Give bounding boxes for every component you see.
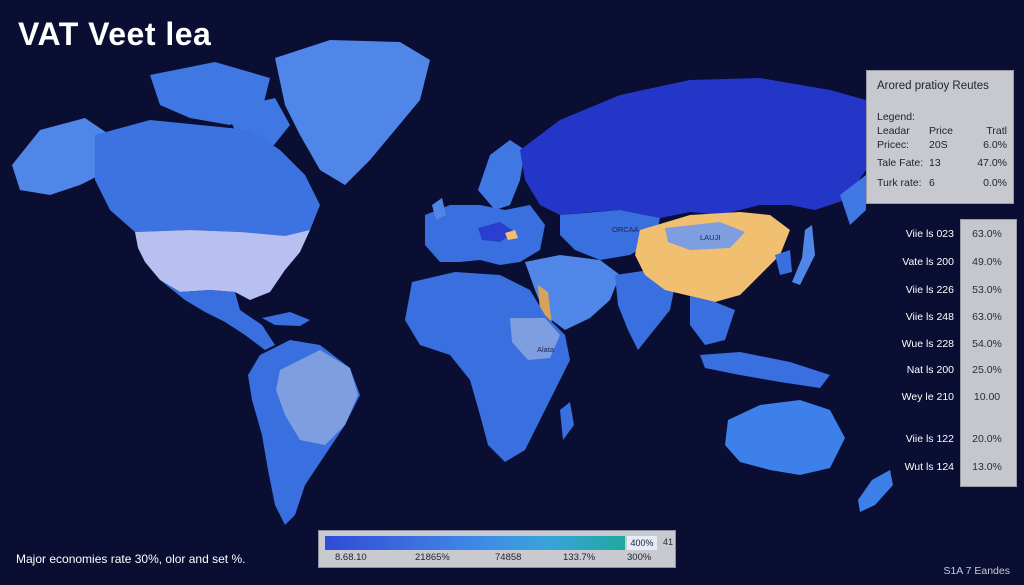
- legend-cell: 13: [929, 157, 941, 169]
- scale-tick: 21865%: [415, 552, 450, 563]
- map-label-lauji: LAUJI: [700, 233, 720, 242]
- legend-cell: 20S: [929, 139, 948, 151]
- legend-cell: Pricec:: [877, 139, 910, 151]
- legend-cell: Price: [929, 125, 953, 137]
- korea: [775, 250, 792, 275]
- kamchatka: [840, 175, 866, 225]
- alaska: [12, 118, 110, 195]
- central-asia: [560, 210, 660, 260]
- rate-value: 20.0%: [972, 433, 1002, 445]
- usa: [135, 230, 310, 300]
- footer-note: Major economies rate 30%, olor and set %…: [16, 552, 246, 566]
- legend-cell: 6.0%: [983, 139, 1007, 151]
- australia: [725, 400, 845, 475]
- mongolia: [665, 222, 745, 250]
- europe-highlight: [478, 222, 515, 242]
- scandinavia: [478, 140, 525, 210]
- legend-cell: 47.0%: [977, 157, 1007, 169]
- rate-value: 13.0%: [972, 461, 1002, 473]
- rate-label: Viie ls 226: [905, 284, 954, 296]
- legend-cell: 6: [929, 177, 935, 189]
- legend-cell: Leadar: [877, 125, 910, 137]
- uk: [432, 198, 446, 220]
- rate-label: Wey le 210: [901, 391, 954, 403]
- brazil: [276, 350, 358, 445]
- scale-tick: 133.7%: [563, 552, 596, 563]
- madagascar: [560, 402, 574, 440]
- russia: [520, 78, 866, 218]
- scale-chip: 400%: [627, 536, 657, 550]
- rate-value: 63.0%: [972, 311, 1002, 323]
- legend-label: Legend:: [877, 111, 915, 123]
- mexico: [160, 280, 275, 350]
- rate-label: Vate ls 200: [902, 256, 954, 268]
- legend-cell: Turk rate:: [877, 177, 922, 189]
- rate-value: 54.0%: [972, 338, 1002, 350]
- rate-label: Viie ls 023: [905, 228, 954, 240]
- india: [615, 270, 675, 350]
- legend-panel-title: Arored pratioy Reutes: [877, 80, 989, 92]
- greenland: [275, 40, 430, 185]
- canada: [95, 120, 320, 240]
- europe-highlight-2: [505, 230, 518, 240]
- scale-tick: 8.68.10: [335, 552, 367, 563]
- color-scale-bar: 400% 41 8.68.10 21865% 74858 133.7% 300%: [318, 530, 676, 568]
- legend-cell: Tratl: [986, 125, 1007, 137]
- rate-label: Viie ls 248: [905, 311, 954, 323]
- africa-horn: [510, 318, 560, 360]
- indonesia: [700, 352, 830, 388]
- caribbean: [262, 312, 310, 326]
- map-title: VAT Veet lea: [18, 16, 212, 52]
- rate-label: Wue ls 228: [901, 338, 954, 350]
- legend-panel: Arored pratioy Reutes Legend: Leadar Pri…: [866, 70, 1014, 204]
- rate-value: 10.00: [973, 391, 1001, 403]
- rate-label: Viie ls 122: [905, 433, 954, 445]
- rate-value: 25.0%: [972, 364, 1002, 376]
- map-label-orcaa: ORCAA: [612, 225, 639, 234]
- footer-credit: S1A 7 Eandes: [943, 565, 1010, 577]
- rate-value: 63.0%: [972, 228, 1002, 240]
- japan: [792, 225, 815, 285]
- southeast-asia: [690, 296, 735, 345]
- new-zealand: [858, 470, 893, 512]
- rate-values-panel: [960, 219, 1017, 487]
- map-label-alata: Alata: [537, 345, 555, 354]
- legend-cell: Tale Fate:: [877, 157, 924, 169]
- scale-tick: 300%: [627, 552, 652, 563]
- scale-end-value: 41: [663, 537, 674, 547]
- rate-value: 49.0%: [972, 256, 1002, 268]
- rate-value: 53.0%: [972, 284, 1002, 296]
- legend-cell: 0.0%: [983, 177, 1007, 189]
- rate-label: Wut ls 124: [904, 461, 954, 473]
- color-scale-gradient: [325, 536, 625, 550]
- rate-label: Nat ls 200: [906, 364, 954, 376]
- scale-tick: 74858: [495, 552, 522, 563]
